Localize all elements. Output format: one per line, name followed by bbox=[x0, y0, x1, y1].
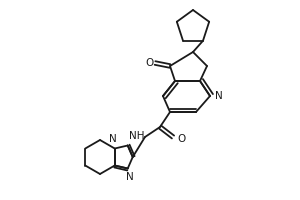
Text: N: N bbox=[126, 172, 134, 183]
Text: N: N bbox=[109, 134, 117, 144]
Text: NH: NH bbox=[128, 131, 144, 141]
Text: O: O bbox=[177, 134, 185, 144]
Text: O: O bbox=[146, 58, 154, 68]
Text: N: N bbox=[215, 91, 223, 101]
